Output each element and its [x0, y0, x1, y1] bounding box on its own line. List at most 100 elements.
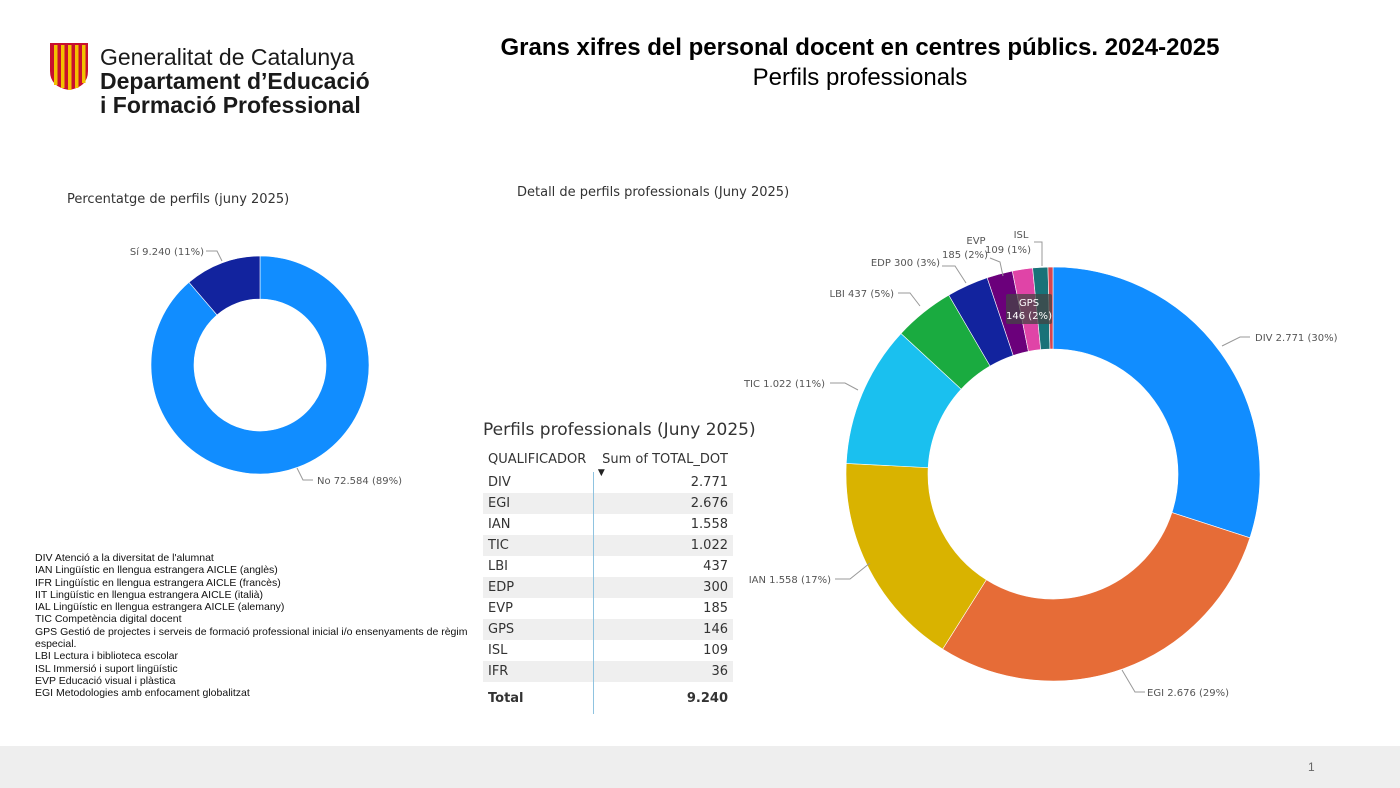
donut2-label-ian: IAN 1.558 (17%) — [749, 575, 831, 586]
table-total-row: Total 9.240 — [483, 682, 733, 714]
table-cell-qualificador: DIV — [488, 475, 511, 490]
table-row: GPS 146 — [483, 619, 733, 640]
donut2-leader-div — [1221, 336, 1250, 347]
table-row: EDP 300 — [483, 577, 733, 598]
table-row: IAN 1.558 — [483, 514, 733, 535]
legend-note-item: LBI Lectura i biblioteca escolar — [35, 650, 178, 663]
profiles-percentage-donut-chart: Sí 9.240 (11%) No 72.584 (89%) — [130, 246, 402, 487]
donut2-leader-ian — [835, 562, 871, 580]
legend-note-item: IAN Lingüístic en llengua estrangera AIC… — [35, 564, 278, 577]
table-cell-qualificador: GPS — [488, 622, 515, 637]
donut2-label-evp-value: 185 (2%) — [942, 250, 988, 261]
page-number: 1 — [1308, 760, 1315, 774]
donut1-label-si-group: Sí 9.240 (11%) — [130, 246, 223, 262]
table-total-label: Total — [488, 690, 524, 706]
donut2-label-egi: EGI 2.676 (29%) — [1147, 688, 1229, 699]
table-row: EVP 185 — [483, 598, 733, 619]
table-cell-qualificador: IAN — [488, 517, 511, 532]
donut2-tooltip-gps-name: GPS — [1019, 298, 1039, 309]
donut2-label-lbi: LBI 437 (5%) — [830, 289, 895, 300]
table-body: DIV 2.771 EGI 2.676 IAN 1.558 TIC 1.022 LBI 437 ED… — [483, 472, 733, 682]
table-cell-total-dot: 2.771 — [593, 472, 733, 493]
donut1-leader-no — [296, 467, 313, 481]
donut2-slice-egi[interactable] — [942, 512, 1251, 682]
donut2-label-evp-name: EVP — [966, 236, 985, 247]
legend-note-item: EGI Metodologies amb enfocament globalit… — [35, 687, 250, 700]
table-row: DIV 2.771 — [483, 472, 733, 493]
table-cell-total-dot: 1.022 — [593, 535, 733, 556]
table-cell-qualificador: EDP — [488, 580, 515, 595]
table-cell-total-dot: 1.558 — [593, 514, 733, 535]
donut2-leader-isl — [1034, 241, 1043, 266]
table-cell-qualificador: ISL — [488, 643, 508, 658]
table-cell-total-dot: 300 — [593, 577, 733, 598]
table-cell-qualificador: EGI — [488, 496, 511, 511]
donut2-slice-div[interactable] — [1052, 266, 1261, 539]
profiles-percentage-chart-title: Percentatge de perfils (juny 2025) — [67, 192, 290, 207]
table-cell-total-dot: 36 — [593, 661, 733, 682]
donut1-leader-si — [206, 250, 223, 262]
logo-text-line-2: Departament d’Educació — [100, 68, 370, 94]
legend-note-item: DIV Atenció a la diversitat de l'alumnat — [35, 552, 214, 564]
table-cell-qualificador: TIC — [488, 538, 509, 553]
donut1-slice-no[interactable] — [150, 255, 370, 475]
column-header-total-dot[interactable]: Sum of TOTAL_DOT ▼ — [594, 446, 733, 479]
legend-note-item: EVP Educació visual i plàstica — [35, 674, 176, 687]
logo-text-line-3: i Formació Professional — [100, 92, 361, 118]
table-cell-total-dot: 146 — [593, 619, 733, 640]
legend-note-item: TIC Competència digital docent — [35, 613, 182, 626]
legend-note-item: GPS Gestió de projectes i serveis de for… — [35, 625, 468, 638]
donut2-leader-egi — [1121, 669, 1145, 693]
donut2-label-div: DIV 2.771 (30%) — [1255, 333, 1338, 344]
donut1-label-no-group: No 72.584 (89%) — [296, 467, 402, 487]
sort-descending-icon: ▼ — [597, 468, 605, 478]
donut1-label-no: No 72.584 (89%) — [317, 476, 402, 487]
table-cell-qualificador: IFR — [488, 664, 509, 679]
donut1-slice-s[interactable] — [188, 255, 261, 316]
donut2-leader-lbi — [898, 292, 921, 307]
donut2-leader-tic — [830, 382, 859, 391]
table-header-row: QUALIFICADOR Sum of TOTAL_DOT ▼ — [483, 446, 733, 479]
generalitat-logo-icon — [50, 43, 88, 90]
table-row: TIC 1.022 — [483, 535, 733, 556]
column-header-qualificador[interactable]: QUALIFICADOR — [488, 451, 587, 467]
table-row: IFR 36 — [483, 661, 733, 682]
table-cell-total-dot: 185 — [593, 598, 733, 619]
profile-codes-legend: DIV Atenció a la diversitat de l'alumnat… — [35, 552, 495, 700]
table-row: ISL 109 — [483, 640, 733, 661]
legend-note-item: ISL Immersió i suport lingüístic — [35, 662, 178, 675]
page-title: Grans xifres del personal docent en cent… — [500, 34, 1220, 61]
donut1-slices — [150, 255, 370, 475]
footer-bar — [0, 746, 1400, 788]
legend-note-item: especial. — [35, 638, 77, 651]
legend-note-item: IAL Lingüístic en llengua estrangera AIC… — [35, 601, 285, 614]
profiles-table: QUALIFICADOR Sum of TOTAL_DOT ▼ DIV 2.771… — [483, 446, 733, 714]
logo-text-line-1: Generalitat de Catalunya — [100, 44, 355, 70]
donut2-tooltip-gps: GPS 146 (2%) — [1006, 294, 1052, 324]
donut2-tooltip-gps-box — [1006, 294, 1052, 324]
profiles-table-title: Perfils professionals (Juny 2025) — [483, 420, 756, 440]
legend-note-item: IIT Lingüístic en llengua estrangera AIC… — [35, 588, 264, 601]
donut2-label-isl-value: 109 (1%) — [985, 245, 1031, 256]
table-row: EGI 2.676 — [483, 493, 733, 514]
donut2-label-edp: EDP 300 (3%) — [871, 258, 940, 269]
table-row: LBI 437 — [483, 556, 733, 577]
table-cell-total-dot: 2.676 — [593, 493, 733, 514]
profiles-detail-chart-title: Detall de perfils professionals (Juny 20… — [517, 185, 790, 200]
table-cell-qualificador: EVP — [488, 601, 513, 616]
donut2-slices — [845, 266, 1261, 682]
donut2-leader-evp — [989, 257, 1004, 277]
table-cell-qualificador: LBI — [488, 559, 508, 574]
legend-note-item: IFR Lingüístic en llengua estrangera AIC… — [35, 576, 281, 589]
donut1-label-si: Sí 9.240 (11%) — [130, 246, 204, 258]
donut2-leader-edp — [942, 265, 967, 284]
table-total-value: 9.240 — [593, 682, 733, 714]
donut2-label-tic: TIC 1.022 (11%) — [743, 379, 825, 390]
table-cell-total-dot: 109 — [593, 640, 733, 661]
table-cell-total-dot: 437 — [593, 556, 733, 577]
donut2-tooltip-gps-value: 146 (2%) — [1006, 311, 1052, 322]
profiles-detail-donut-chart: DIV 2.771 (30%) EGI 2.676 (29%) IAN 1.55… — [743, 230, 1338, 699]
column-header-total-dot-label: Sum of TOTAL_DOT — [602, 451, 728, 467]
donut2-label-isl-name: ISL — [1014, 230, 1029, 241]
page-subtitle: Perfils professionals — [752, 64, 968, 91]
